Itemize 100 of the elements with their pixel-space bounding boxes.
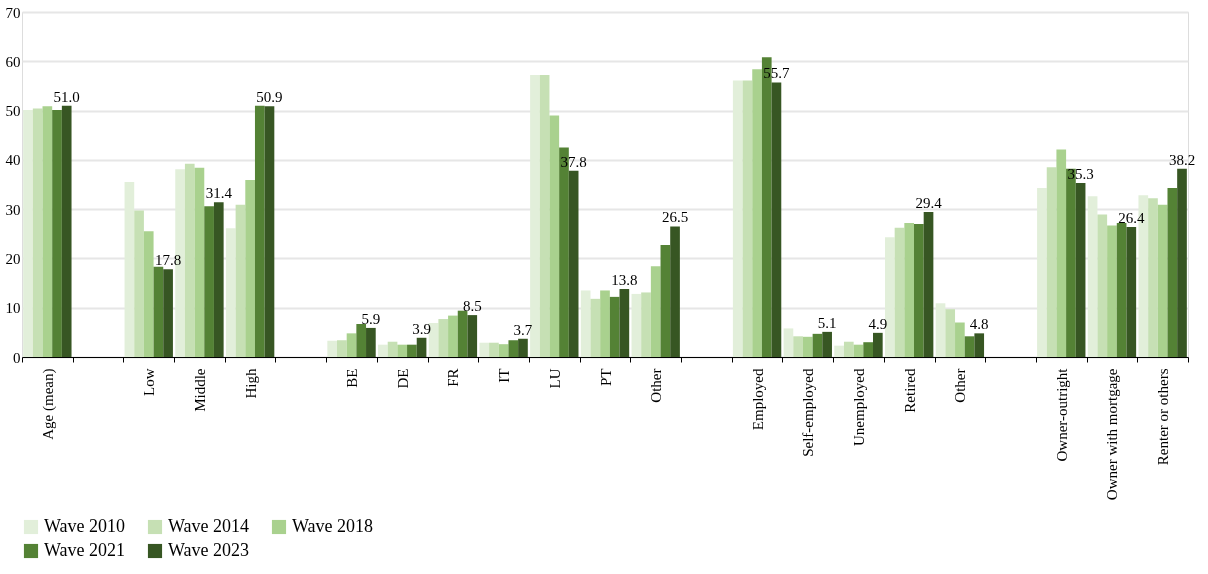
legend-label: Wave 2018 (292, 516, 374, 536)
bar (914, 223, 924, 357)
bar (184, 163, 195, 357)
data-label: 13.8 (611, 271, 638, 288)
x-tick-label: Age (mean) (39, 368, 57, 440)
bar (264, 106, 275, 357)
legend-label: Wave 2023 (168, 540, 250, 560)
data-label: 26.5 (661, 209, 689, 226)
bar (387, 341, 398, 357)
x-tick-label: Unemployed (850, 368, 867, 446)
bar (235, 204, 246, 357)
bar (134, 210, 144, 357)
data-label: 38.2 (1168, 151, 1196, 168)
bar (1126, 226, 1137, 357)
bar (600, 290, 610, 357)
x-tick-label: LU (546, 368, 563, 389)
bar (539, 75, 550, 357)
y-tick-label: 70 (5, 4, 21, 21)
x-tick-label: Middle (191, 368, 208, 412)
x-tick-label: BE (344, 368, 361, 388)
bar (1046, 167, 1057, 357)
x-tick-label: Owner-outright (1053, 367, 1070, 462)
data-label: 4.8 (969, 316, 989, 333)
bar (1097, 214, 1108, 357)
bar (489, 342, 499, 357)
bar (518, 338, 528, 357)
x-tick-label: Employed (749, 368, 766, 431)
x-tick-label: IT (496, 368, 513, 383)
bar (863, 342, 873, 357)
bar (945, 309, 956, 357)
bar (812, 333, 823, 357)
x-tick-label: Low (141, 368, 158, 396)
bar (872, 332, 883, 357)
data-label: 17.8 (154, 252, 182, 269)
bar (163, 269, 173, 357)
bar (549, 115, 560, 357)
bar (742, 80, 753, 357)
x-tick-label: DE (394, 368, 411, 389)
x-tick-label: PT (597, 368, 614, 387)
bar (904, 222, 915, 357)
x-tick-label: High (242, 368, 259, 399)
bar (438, 319, 449, 357)
bar (964, 336, 975, 357)
bar (32, 108, 43, 357)
bar (752, 69, 762, 357)
x-tick-label: Owner with mortgage (1104, 368, 1121, 501)
bar (397, 344, 408, 357)
bar (448, 315, 458, 357)
x-tick-label: Other (648, 368, 665, 403)
legend-label: Wave 2010 (44, 516, 126, 536)
data-label: 50.9 (256, 89, 283, 106)
x-tick-label: Self-employed (800, 368, 817, 457)
bar (974, 333, 985, 357)
bar (660, 245, 671, 357)
x-tick-label: Renter or others (1155, 368, 1172, 466)
bar (641, 292, 651, 357)
bar (619, 288, 630, 357)
bar (1075, 183, 1086, 357)
data-label: 3.7 (513, 321, 533, 338)
bar (52, 110, 62, 357)
bar (923, 212, 934, 357)
legend-label: Wave 2021 (44, 540, 126, 560)
x-tick-label: Other (952, 368, 969, 403)
bar (1177, 168, 1187, 357)
bar (61, 105, 72, 357)
legend-label: Wave 2014 (168, 516, 250, 536)
bar (245, 180, 255, 357)
bar (346, 333, 357, 357)
x-tick-label: Retired (901, 368, 918, 413)
bar (337, 340, 347, 357)
bar (1056, 149, 1067, 357)
bar (143, 231, 154, 357)
bar (204, 206, 214, 357)
y-tick-label: 50 (5, 103, 21, 120)
bar (213, 202, 224, 357)
bar (793, 336, 803, 357)
bar (1157, 204, 1168, 357)
data-label: 5.9 (361, 310, 381, 327)
y-tick-label: 0 (13, 349, 21, 366)
bar (508, 340, 519, 357)
data-label: 3.9 (412, 320, 431, 337)
bar (650, 266, 661, 357)
bar (416, 337, 427, 357)
y-tick-label: 20 (5, 250, 21, 267)
bar (843, 341, 854, 357)
bar (609, 296, 620, 357)
bar (1116, 222, 1127, 357)
bar (356, 323, 367, 357)
data-label: 4.9 (868, 315, 888, 332)
bar (670, 226, 680, 357)
bar (568, 170, 579, 357)
x-tick-label: FR (445, 368, 462, 387)
bar (771, 82, 782, 357)
data-label: 5.1 (817, 314, 837, 331)
bar (955, 322, 965, 357)
data-label: 51.0 (53, 88, 80, 105)
bar (407, 344, 417, 357)
bar (853, 344, 864, 357)
bar (42, 106, 53, 357)
bar (498, 344, 509, 357)
